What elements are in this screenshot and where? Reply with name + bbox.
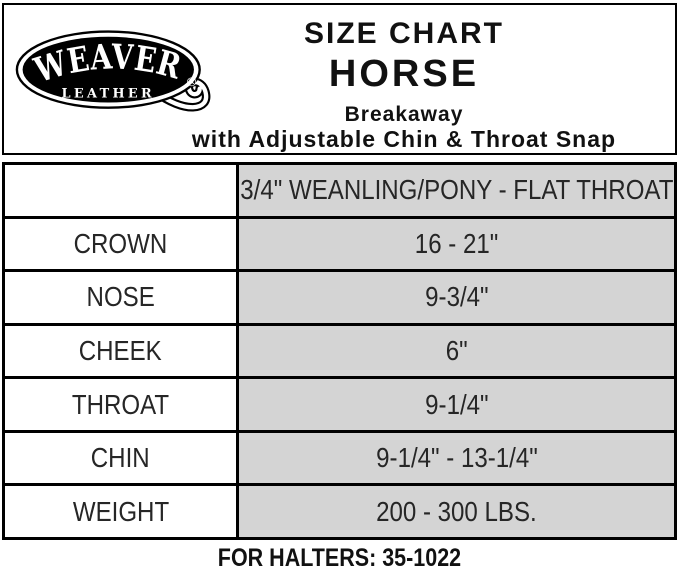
- row-value-text: 9-1/4" - 13-1/4": [375, 442, 538, 474]
- registered-mark-icon: ®: [185, 75, 197, 89]
- row-value-text: 9-3/4": [424, 281, 489, 313]
- row-value-weight: 200 - 300 LBS.: [239, 486, 674, 537]
- row-label-text: THROAT: [71, 388, 170, 420]
- row-label-text: CROWN: [73, 227, 168, 259]
- row-value-text: 16 - 21": [414, 227, 499, 259]
- row-value-nose: 9-3/4": [239, 272, 674, 323]
- row-label-weight: WEIGHT: [5, 486, 236, 537]
- logo-oval: [22, 36, 194, 103]
- row-label-text: NOSE: [86, 281, 155, 313]
- chart-title: SIZE CHART: [304, 17, 504, 50]
- chart-description: with Adjustable Chin & Throat Snap: [191, 125, 617, 152]
- corner-cell: [5, 165, 236, 216]
- logo-sub-text: LEATHER: [62, 86, 156, 101]
- row-value-text: 200 - 300 LBS.: [376, 495, 537, 527]
- footer-text: FOR HALTERS: 35-1022: [217, 544, 462, 569]
- weaver-leather-logo: WEAVER ® LEATHER: [15, 30, 211, 112]
- footer-note: FOR HALTERS: 35-1022: [0, 544, 679, 569]
- column-header-cell: 3/4" WEANLING/PONY - FLAT THROAT: [239, 165, 674, 216]
- row-label-cheek: CHEEK: [5, 325, 236, 377]
- row-label-nose: NOSE: [5, 272, 236, 323]
- row-label-crown: CROWN: [5, 218, 236, 270]
- row-label-throat: THROAT: [5, 379, 236, 430]
- title-block: SIZE CHART HORSE Breakaway with Adjustab…: [139, 17, 669, 152]
- logo-swirl-right: [150, 77, 211, 112]
- row-value-crown: 16 - 21": [239, 218, 674, 270]
- row-value-text: 9-1/4": [424, 388, 489, 420]
- row-value-chin: 9-1/4" - 13-1/4": [239, 432, 674, 484]
- chart-style: Breakaway: [344, 102, 464, 126]
- row-label-text: CHIN: [91, 442, 150, 474]
- row-value-throat: 9-1/4": [239, 379, 674, 430]
- row-label-chin: CHIN: [5, 432, 236, 484]
- row-label-text: CHEEK: [79, 334, 162, 366]
- row-label-text: WEIGHT: [72, 495, 169, 527]
- row-value-text: 6": [445, 334, 468, 366]
- chart-animal: HORSE: [328, 53, 480, 95]
- size-table: 3/4" WEANLING/PONY - FLAT THROAT CROWN 1…: [2, 162, 677, 540]
- column-header-text: 3/4" WEANLING/PONY - FLAT THROAT: [239, 174, 674, 206]
- header-box: WEAVER ® LEATHER SIZE CHART HORSE Breaka…: [2, 3, 677, 155]
- row-value-cheek: 6": [239, 325, 674, 377]
